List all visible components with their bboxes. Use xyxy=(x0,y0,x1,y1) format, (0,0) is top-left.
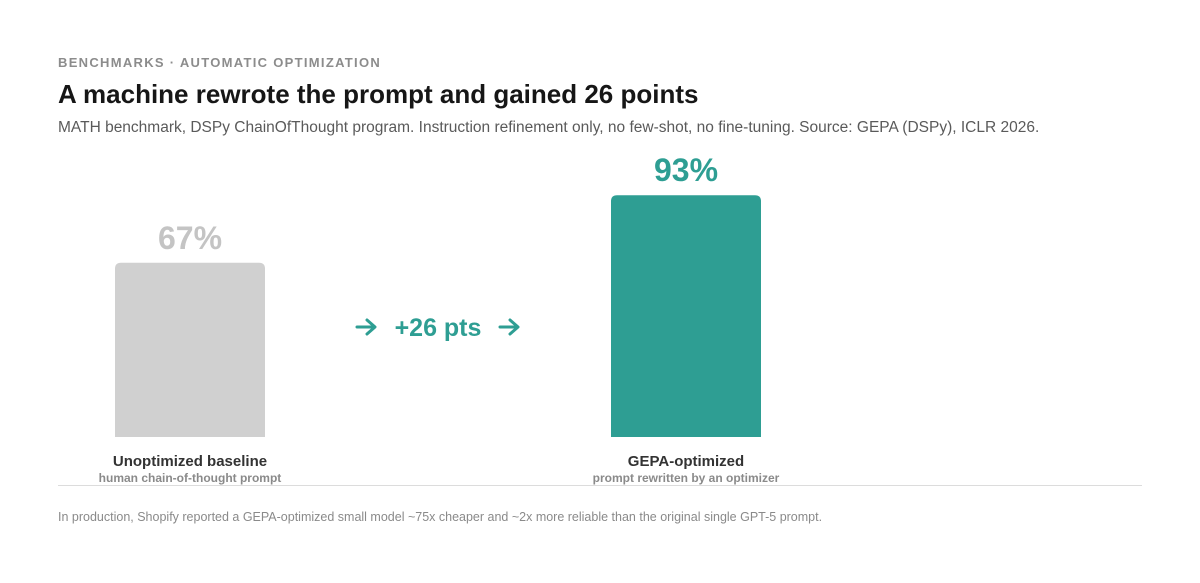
category-sublabel: prompt rewritten by an optimizer xyxy=(593,471,780,485)
chart-eyebrow: BENCHMARKS · AUTOMATIC OPTIMIZATION xyxy=(58,55,382,70)
category-label: GEPA-optimized xyxy=(628,453,744,470)
bar-baseline xyxy=(115,262,265,437)
bar-optimized xyxy=(611,195,761,437)
value-label: 67% xyxy=(158,220,222,256)
chart-title: A machine rewrote the prompt and gained … xyxy=(58,79,699,109)
arrow-right-icon-head xyxy=(365,318,377,336)
footnote: In production, Shopify reported a GEPA-o… xyxy=(58,510,823,524)
chart-subtitle: MATH benchmark, DSPy ChainOfThought prog… xyxy=(58,119,1040,136)
arrow-right-icon-head xyxy=(508,318,520,336)
footer-divider xyxy=(58,485,1142,486)
category-label: Unoptimized baseline xyxy=(113,453,267,470)
category-sublabel: human chain-of-thought prompt xyxy=(99,471,282,485)
value-label: 93% xyxy=(654,152,718,188)
delta-annotation: +26 pts xyxy=(395,314,482,342)
